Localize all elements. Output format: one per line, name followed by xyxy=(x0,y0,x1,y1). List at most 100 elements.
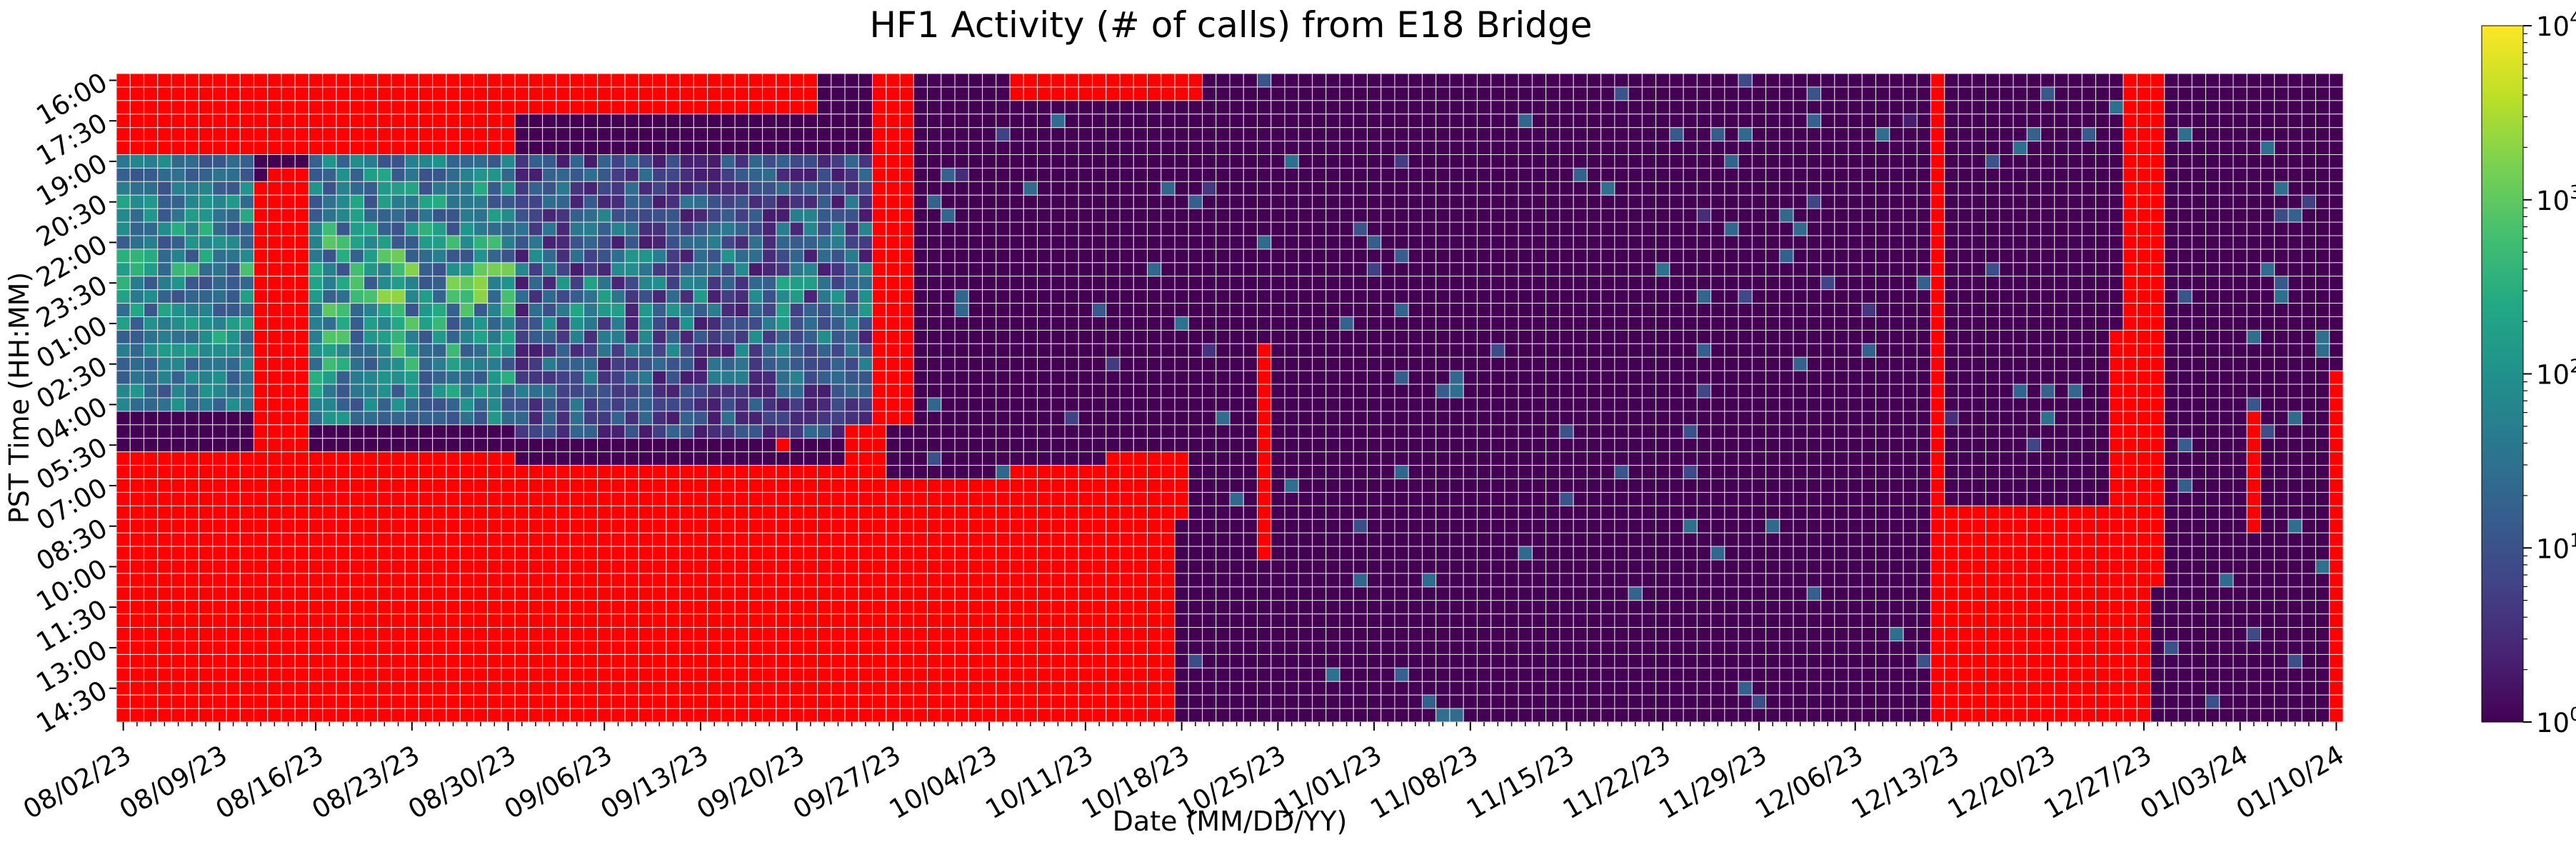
missing-cell xyxy=(432,451,447,466)
heatmap-cell xyxy=(239,303,254,317)
heatmap-cell xyxy=(1325,343,1340,358)
heatmap-cell xyxy=(1504,73,1519,88)
missing-cell xyxy=(294,356,309,371)
missing-cell xyxy=(858,681,873,696)
heatmap-cell xyxy=(143,154,159,169)
missing-cell xyxy=(157,86,172,101)
heatmap-cell xyxy=(1256,181,1272,196)
heatmap-cell xyxy=(941,276,956,291)
missing-cell xyxy=(239,627,254,642)
heatmap-cell xyxy=(844,289,859,304)
heatmap-cell xyxy=(349,208,364,223)
missing-cell xyxy=(267,478,282,493)
missing-cell xyxy=(528,491,543,506)
heatmap-cell xyxy=(1284,451,1299,466)
heatmap-cell xyxy=(1504,127,1519,142)
missing-cell xyxy=(473,708,488,723)
heatmap-cell xyxy=(1078,438,1093,453)
missing-cell xyxy=(1092,86,1107,101)
heatmap-cell xyxy=(1023,424,1038,439)
heatmap-cell xyxy=(1531,694,1547,709)
heatmap-cell xyxy=(1476,424,1492,439)
missing-cell xyxy=(501,694,516,709)
heatmap-cell xyxy=(569,289,584,304)
heatmap-cell xyxy=(1449,694,1464,709)
heatmap-cell xyxy=(1243,127,1258,142)
heatmap-cell xyxy=(1463,303,1478,317)
heatmap-cell xyxy=(1174,532,1189,547)
missing-cell xyxy=(1092,641,1107,655)
heatmap-cell xyxy=(198,316,214,331)
missing-cell xyxy=(308,518,324,533)
missing-cell xyxy=(899,653,914,668)
missing-cell xyxy=(1161,573,1176,588)
missing-cell xyxy=(803,708,818,723)
heatmap-cell xyxy=(831,114,846,129)
heatmap-cell xyxy=(1380,411,1395,426)
missing-cell xyxy=(281,384,296,399)
heatmap-cell xyxy=(446,303,461,317)
missing-cell xyxy=(253,289,269,304)
missing-cell xyxy=(514,465,529,480)
missing-cell xyxy=(501,86,516,101)
missing-cell xyxy=(734,491,749,506)
heatmap-cell xyxy=(556,181,571,196)
heatmap-cell xyxy=(1023,343,1038,358)
heatmap-cell xyxy=(1518,167,1533,182)
heatmap-cell xyxy=(459,167,474,182)
missing-cell xyxy=(404,641,419,655)
heatmap-cell xyxy=(514,167,529,182)
heatmap-cell xyxy=(528,249,543,264)
missing-cell xyxy=(226,505,241,520)
missing-cell xyxy=(789,600,804,615)
heatmap-cell xyxy=(597,370,612,385)
missing-cell xyxy=(913,491,928,506)
missing-cell xyxy=(886,208,901,223)
heatmap-cell xyxy=(1394,356,1409,371)
heatmap-cell xyxy=(1256,167,1272,182)
heatmap-cell xyxy=(1449,276,1464,291)
heatmap-cell xyxy=(1504,303,1519,317)
heatmap-cell xyxy=(1188,465,1203,480)
heatmap-cell xyxy=(1009,411,1024,426)
heatmap-cell xyxy=(1449,384,1464,399)
missing-cell xyxy=(597,478,612,493)
heatmap-cell xyxy=(1298,532,1313,547)
heatmap-cell xyxy=(349,194,364,209)
heatmap-cell xyxy=(597,194,612,209)
heatmap-cell xyxy=(514,221,529,236)
heatmap-cell xyxy=(1353,546,1368,561)
heatmap-cell xyxy=(1366,667,1382,682)
heatmap-cell xyxy=(583,384,598,399)
heatmap-cell xyxy=(679,411,694,426)
heatmap-cell xyxy=(322,262,337,277)
missing-cell xyxy=(996,586,1011,601)
heatmap-cell xyxy=(1133,316,1148,331)
missing-cell xyxy=(473,491,488,506)
heatmap-cell xyxy=(762,114,777,129)
missing-cell xyxy=(253,708,269,723)
heatmap-cell xyxy=(1421,114,1437,129)
missing-cell xyxy=(322,518,337,533)
missing-cell xyxy=(487,681,502,696)
missing-cell xyxy=(748,518,763,533)
heatmap-cell xyxy=(1051,276,1066,291)
missing-cell xyxy=(776,600,791,615)
missing-cell xyxy=(1147,613,1162,628)
heatmap-cell xyxy=(721,167,736,182)
heatmap-cell xyxy=(1243,424,1258,439)
heatmap-cell xyxy=(569,316,584,331)
heatmap-cell xyxy=(1202,276,1217,291)
heatmap-cell xyxy=(776,167,791,182)
heatmap-cell xyxy=(1174,356,1189,371)
heatmap-cell xyxy=(1339,316,1354,331)
heatmap-cell xyxy=(679,303,694,317)
heatmap-cell xyxy=(143,343,159,358)
missing-cell xyxy=(638,573,653,588)
missing-cell xyxy=(294,478,309,493)
heatmap-cell xyxy=(748,194,763,209)
missing-cell xyxy=(432,708,447,723)
heatmap-cell xyxy=(789,154,804,169)
missing-cell xyxy=(116,478,131,493)
